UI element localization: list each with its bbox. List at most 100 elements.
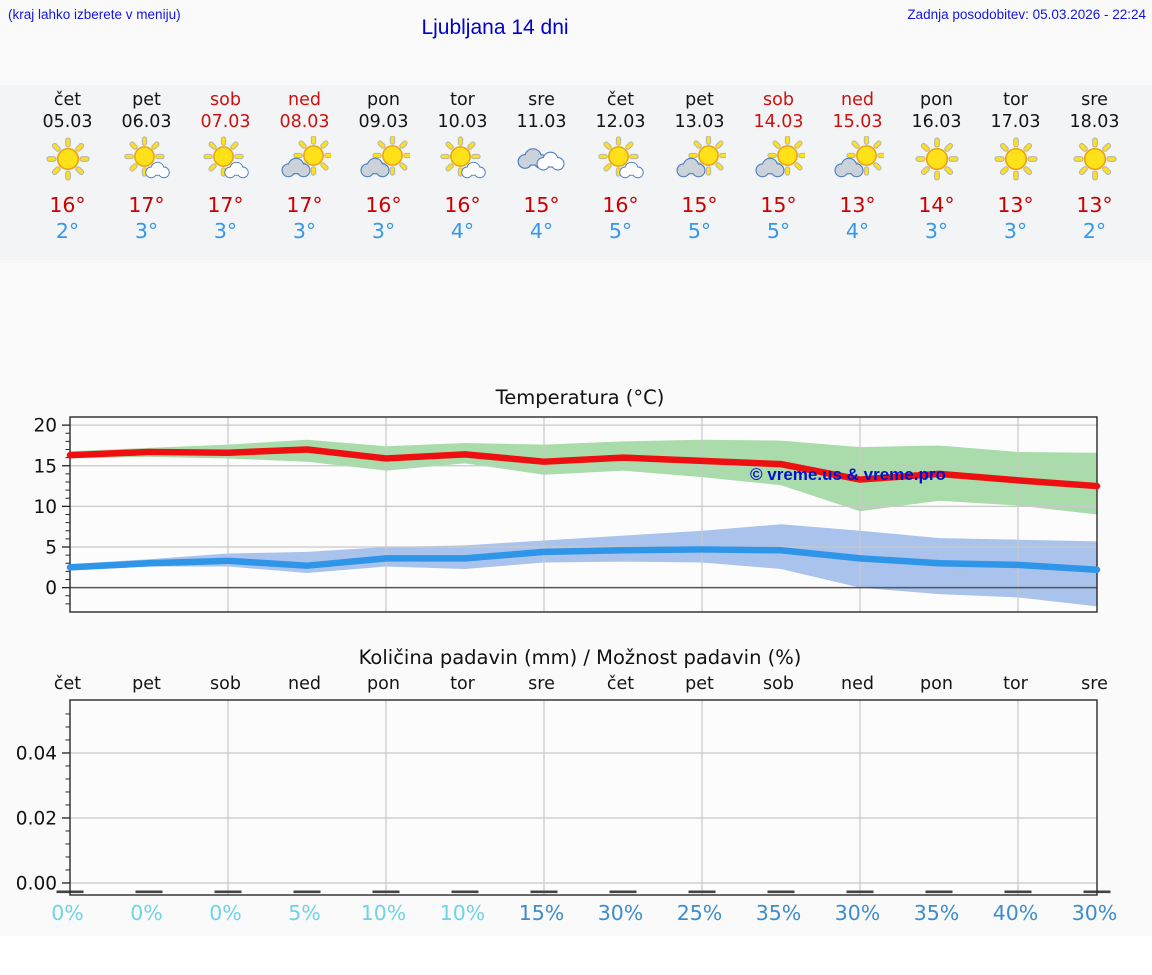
precip-percent: 35%	[755, 901, 802, 925]
svg-text:0: 0	[45, 578, 57, 599]
high-temp: 13°	[1076, 193, 1113, 217]
high-temp: 17°	[128, 193, 165, 217]
sun-with-small-cloud-icon	[199, 136, 253, 182]
temp-max-band	[70, 439, 1097, 515]
day-name: sre	[528, 90, 555, 110]
precip-bar	[767, 890, 795, 894]
high-temp: 16°	[49, 193, 86, 217]
day-name: čet	[53, 90, 82, 110]
sun-behind-cloud-icon	[278, 136, 332, 182]
temp-min-band	[70, 524, 1097, 607]
precip-percent: 25%	[676, 901, 723, 925]
day-date: 06.03	[121, 112, 172, 132]
forecast-day: sre 11.03 15° 4°	[502, 85, 581, 244]
forecast-day: tor 10.03 16° 4°	[423, 85, 502, 244]
high-temp: 16°	[365, 193, 402, 217]
forecast-strip-days: čet 05.03 16° 2° pet 06.03 17° 3° sob 07.03 17° 3° n…	[28, 85, 1134, 244]
day-label: sob	[210, 674, 241, 694]
precip-percent: 0%	[209, 901, 242, 925]
high-temp: 15°	[523, 193, 560, 217]
day-label: sob	[763, 674, 794, 694]
precip-bar	[214, 890, 242, 894]
forecast-day: sre 18.03 13° 2°	[1055, 85, 1134, 244]
temp-max-line	[66, 446, 1101, 490]
low-temp: 4°	[529, 219, 554, 243]
low-temp: 4°	[450, 219, 475, 243]
forecast-day: ned 15.03 13° 4°	[818, 85, 897, 244]
low-temp: 3°	[134, 219, 159, 243]
svg-text:0.04: 0.04	[16, 743, 57, 764]
day-date: 08.03	[279, 112, 330, 132]
precip-bar	[925, 890, 953, 894]
high-temp: 17°	[286, 193, 323, 217]
precip-bar	[688, 890, 716, 894]
precip-bar	[846, 890, 874, 894]
precip-bar	[530, 890, 558, 894]
day-name: pet	[132, 90, 161, 110]
svg-text:20: 20	[33, 416, 57, 437]
precip-percent: 30%	[1071, 901, 1118, 925]
low-temp: 5°	[608, 219, 633, 243]
forecast-day: čet 05.03 16° 2°	[28, 85, 107, 244]
day-label: čet	[53, 674, 82, 694]
forecast-day: sob 07.03 17° 3°	[186, 85, 265, 244]
low-temp: 2°	[55, 219, 80, 243]
sun-icon	[989, 136, 1043, 182]
chart-watermark: © vreme.us & vreme.pro	[750, 465, 946, 484]
precip-percent: 0%	[51, 901, 84, 925]
day-date: 11.03	[516, 112, 567, 132]
day-name: sob	[763, 90, 794, 110]
precip-percent: 5%	[288, 901, 321, 925]
day-name: ned	[288, 90, 321, 110]
precip-percent: 10%	[439, 901, 486, 925]
day-date: 14.03	[753, 112, 804, 132]
high-temp: 14°	[918, 193, 955, 217]
day-label: sre	[528, 674, 555, 694]
svg-text:5: 5	[45, 538, 57, 559]
day-date: 17.03	[990, 112, 1041, 132]
day-name: sob	[210, 90, 241, 110]
page-title: Ljubljana 14 dni	[421, 16, 569, 39]
low-temp: 3°	[371, 219, 396, 243]
precip-bar	[135, 890, 163, 894]
precipitation-chart: 0.00 0.02 0.04	[16, 699, 1111, 896]
day-label: ned	[841, 674, 874, 694]
precip-bar	[1004, 890, 1032, 894]
low-temp: 3°	[924, 219, 949, 243]
high-temp: 15°	[681, 193, 718, 217]
sun-with-small-cloud-icon	[594, 136, 648, 182]
svg-text:0.00: 0.00	[16, 873, 57, 894]
low-temp: 3°	[1003, 219, 1028, 243]
cloudy-icon	[515, 136, 569, 182]
day-name: sre	[1081, 90, 1108, 110]
page-footer	[0, 936, 1152, 975]
high-temp: 15°	[760, 193, 797, 217]
precip-percent: 15%	[518, 901, 565, 925]
high-temp: 16°	[444, 193, 481, 217]
day-name: tor	[1003, 90, 1028, 110]
day-name: pet	[685, 90, 714, 110]
sun-behind-cloud-icon	[831, 136, 885, 182]
precip-percent: 10%	[360, 901, 407, 925]
day-date: 18.03	[1069, 112, 1120, 132]
precip-percent: 30%	[597, 901, 644, 925]
svg-text:0.02: 0.02	[16, 808, 57, 829]
last-updated: Zadnja posodobitev: 05.03.2026 - 22:24	[907, 7, 1146, 22]
high-temp: 13°	[839, 193, 876, 217]
day-label: tor	[1003, 674, 1028, 694]
low-temp: 3°	[213, 219, 238, 243]
high-temp: 16°	[602, 193, 639, 217]
forecast-day: pet 06.03 17° 3°	[107, 85, 186, 244]
forecast-day: pon 09.03 16° 3°	[344, 85, 423, 244]
day-date: 10.03	[437, 112, 488, 132]
precip-percent-row: 0% 0% 0% 5% 10% 10% 15% 30% 25% 35% 30% 35% 40% 30%	[28, 901, 1134, 925]
day-name: čet	[606, 90, 635, 110]
sun-icon	[910, 136, 964, 182]
sun-behind-cloud-icon	[752, 136, 806, 182]
forecast-day: ned 08.03 17° 3°	[265, 85, 344, 244]
location-hint: (kraj lahko izberete v meniju)	[8, 7, 181, 22]
precip-percent: 30%	[834, 901, 881, 925]
day-name: pon	[367, 90, 400, 110]
sun-icon	[41, 136, 95, 182]
